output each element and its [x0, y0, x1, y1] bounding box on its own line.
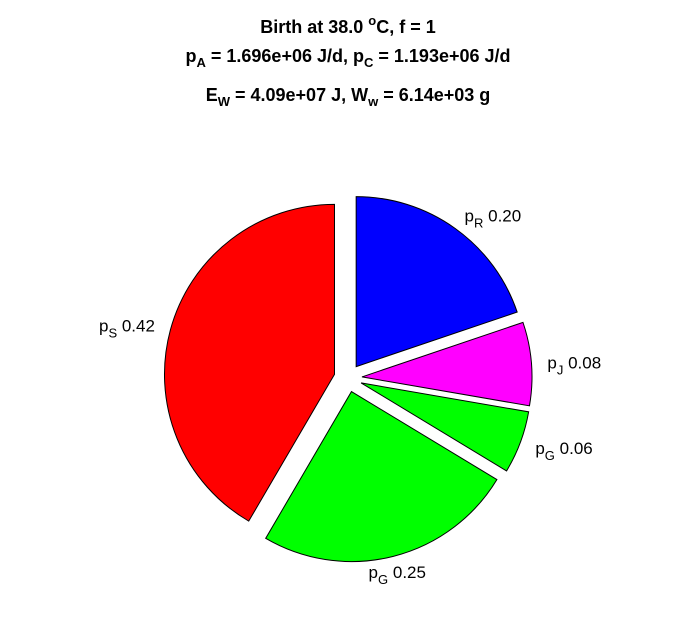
pie-slice-s-4 [164, 203, 335, 522]
slice-label-g-2: pG 0.06 [535, 439, 592, 463]
slice-label-g-3: pG 0.25 [369, 563, 426, 587]
title-line-1: Birth at 38.0 oC, f = 1 [260, 13, 436, 37]
title-line-3: EW = 4.09e+07 J, Ww = 6.14e+03 g [205, 85, 491, 109]
pie-slice-j-1 [361, 321, 533, 407]
pie-slice-g-3 [265, 390, 498, 562]
pie-slice-r-0 [355, 196, 518, 368]
title-line-2: pA = 1.696e+06 J/d, pC = 1.193e+06 J/d [185, 46, 511, 70]
pie-slice-g-2 [360, 382, 530, 472]
slice-label-s-4: pS 0.42 [99, 317, 155, 341]
slice-label-r-0: pR 0.20 [465, 206, 522, 230]
slice-label-j-1: pJ 0.08 [547, 353, 601, 377]
